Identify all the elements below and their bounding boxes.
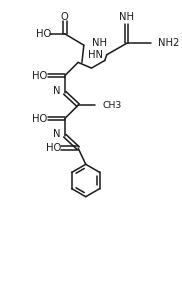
Text: HO: HO [36,29,52,39]
Text: NH: NH [119,12,134,22]
Text: N: N [53,86,60,96]
Text: HO: HO [32,71,48,81]
Text: HO: HO [32,113,48,124]
Text: O: O [61,12,69,22]
Text: N: N [53,129,60,139]
Text: CH3: CH3 [103,101,122,110]
Text: NH: NH [92,38,107,48]
Text: NH2: NH2 [158,38,179,48]
Text: HN: HN [88,50,103,60]
Text: HO: HO [46,143,61,153]
